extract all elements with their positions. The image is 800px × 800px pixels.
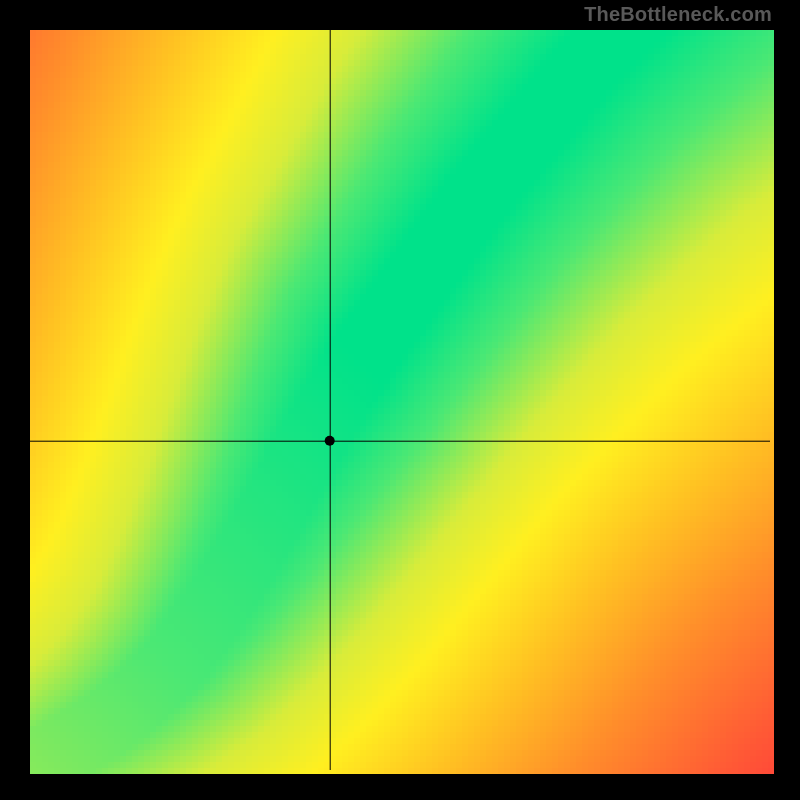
chart-container: TheBottleneck.com bbox=[0, 0, 800, 800]
bottleneck-heatmap bbox=[0, 0, 800, 800]
watermark-text: TheBottleneck.com bbox=[584, 4, 772, 27]
